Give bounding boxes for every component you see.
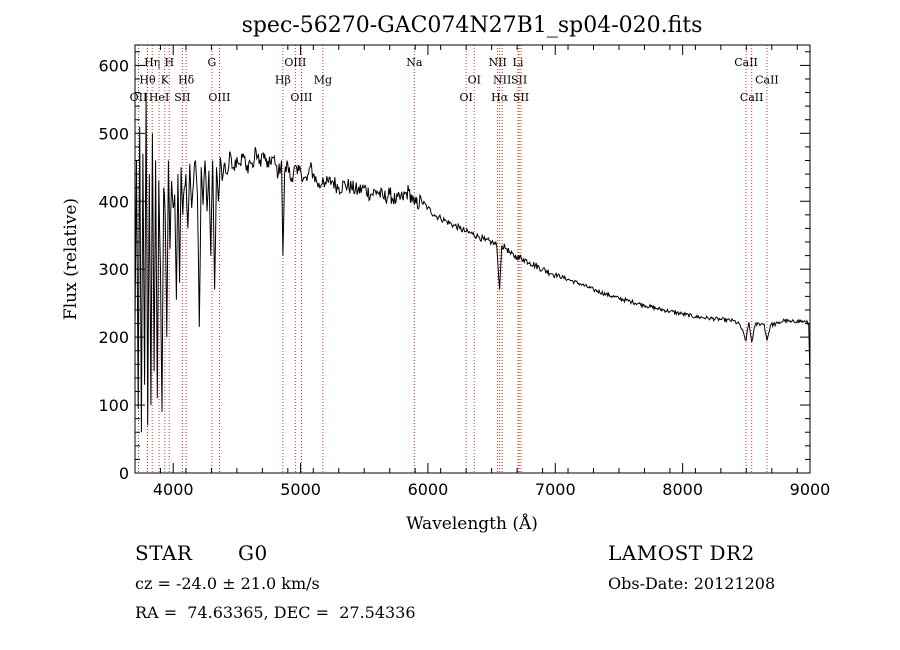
line-marker-label: G bbox=[208, 56, 217, 69]
emission-line-markers: OIIHθHηHeIKHSIIHδGOIIIHβOIIIOIIIMgNaOIOI… bbox=[130, 45, 779, 473]
line-marker-label: Hβ bbox=[275, 73, 291, 86]
redshift-velocity: cz = -24.0 ± 21.0 km/s bbox=[135, 574, 320, 593]
x-tick-label: 8000 bbox=[662, 480, 703, 499]
line-marker-label: Li bbox=[513, 56, 524, 69]
spectrum-line bbox=[134, 92, 811, 433]
y-tick-label: 300 bbox=[98, 260, 129, 279]
y-tick-label: 200 bbox=[98, 328, 129, 347]
line-marker-label: OI bbox=[459, 91, 472, 104]
y-tick-label: 0 bbox=[119, 464, 129, 483]
line-marker-label: Hδ bbox=[178, 73, 195, 86]
object-class: STAR bbox=[135, 541, 193, 565]
chart-title: spec-56270-GAC074N27B1_sp04-020.fits bbox=[242, 13, 703, 38]
line-marker-label: K bbox=[161, 73, 170, 86]
y-tick-label: 600 bbox=[98, 56, 129, 75]
x-tick-label: 7000 bbox=[535, 480, 576, 499]
x-tick-label: 6000 bbox=[408, 480, 449, 499]
line-marker-label: SII bbox=[511, 73, 527, 86]
line-marker-label: Hθ bbox=[139, 73, 156, 86]
line-marker-label: CaII bbox=[734, 56, 758, 69]
line-marker-label: NII bbox=[489, 56, 507, 69]
line-marker-label: SII bbox=[513, 91, 529, 104]
object-subclass: G0 bbox=[238, 541, 268, 565]
x-tick-label: 9000 bbox=[790, 480, 831, 499]
line-marker-label: CaII bbox=[755, 73, 779, 86]
line-marker-label: Mg bbox=[314, 73, 332, 86]
survey-name: LAMOST DR2 bbox=[608, 541, 755, 565]
x-tick-label: 5000 bbox=[280, 480, 321, 499]
axis-ticks: 4000 5000 6000 7000 8000 9000 0 100 200 300 400 500… bbox=[98, 45, 830, 499]
line-marker-label: HeI bbox=[149, 91, 169, 104]
line-marker-label: OI bbox=[468, 73, 481, 86]
line-marker-label: H bbox=[164, 56, 174, 69]
line-marker-label: OIII bbox=[208, 91, 230, 104]
line-marker-label: Hα bbox=[491, 91, 509, 104]
y-axis-label: Flux (relative) bbox=[61, 198, 81, 320]
line-marker-label: OII bbox=[130, 91, 148, 104]
line-marker-label: OIII bbox=[290, 91, 312, 104]
line-marker-label: SII bbox=[174, 91, 190, 104]
x-axis-label: Wavelength (Å) bbox=[406, 513, 538, 534]
sky-coordinates: RA = 74.63365, DEC = 27.54336 bbox=[135, 603, 416, 622]
line-marker-label: NII bbox=[493, 73, 511, 86]
y-tick-label: 400 bbox=[98, 192, 129, 211]
line-marker-label: Na bbox=[406, 56, 423, 69]
line-marker-label: CaII bbox=[740, 91, 764, 104]
y-tick-label: 500 bbox=[98, 124, 129, 143]
plot-axes bbox=[134, 44, 811, 474]
y-tick-label: 100 bbox=[98, 396, 129, 415]
line-marker-label: Hη bbox=[144, 56, 160, 69]
x-tick-label: 4000 bbox=[153, 480, 194, 499]
plot-frame bbox=[134, 44, 811, 474]
line-marker-label: OIII bbox=[284, 56, 306, 69]
spectrum-chart: spec-56270-GAC074N27B1_sp04-020.fits OII… bbox=[61, 13, 830, 534]
observation-date: Obs-Date: 20121208 bbox=[608, 574, 776, 593]
